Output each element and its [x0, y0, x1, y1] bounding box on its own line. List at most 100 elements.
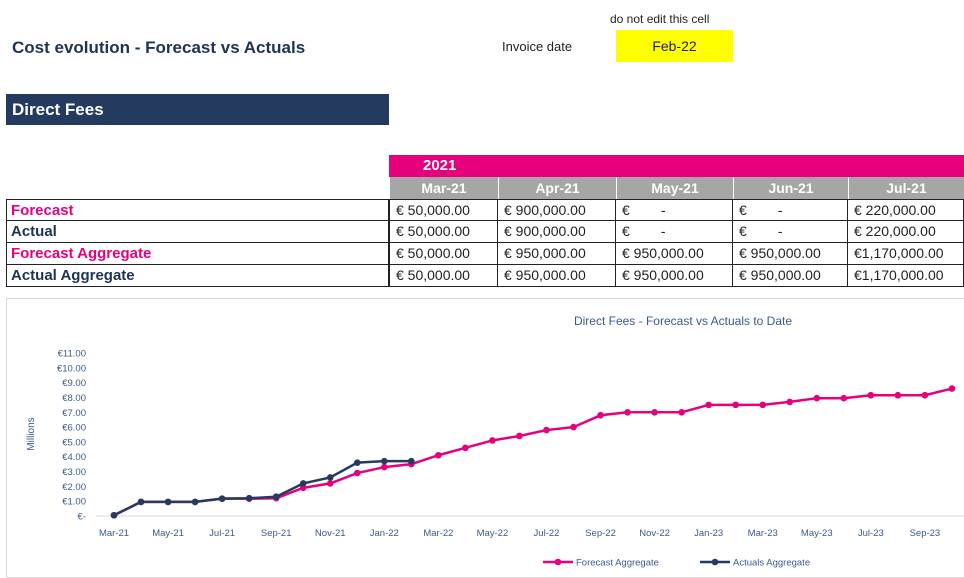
y-tick-label: €4.00 [62, 452, 86, 463]
table-cell: € 900,000.00 [498, 199, 616, 221]
data-point [326, 474, 334, 481]
row-label: Forecast Aggregate [6, 243, 389, 265]
data-point [299, 480, 307, 487]
x-tick-label: Nov-22 [639, 528, 670, 539]
data-point [813, 394, 821, 402]
data-point [218, 495, 226, 502]
legend-marker [554, 558, 562, 566]
y-tick-label: €2.00 [62, 482, 86, 493]
table-cell: € 50,000.00 [389, 221, 498, 243]
y-tick-label: €6.00 [62, 423, 86, 434]
data-point [516, 432, 523, 440]
x-tick-label: Jul-21 [209, 528, 235, 539]
data-point [840, 394, 848, 402]
data-point [272, 493, 280, 501]
data-point [381, 457, 388, 465]
month-header: Jun-21 [733, 177, 848, 199]
table-cell: € 900,000.00 [498, 221, 616, 243]
month-header: Jul-21 [848, 177, 964, 199]
chart-title: Direct Fees - Forecast vs Actuals to Dat… [574, 314, 792, 328]
data-point [353, 469, 361, 477]
month-header: May-21 [616, 177, 733, 199]
x-tick-label: Jul-23 [858, 528, 884, 539]
x-tick-label: Sep-21 [261, 528, 292, 539]
data-point [651, 408, 658, 416]
data-point [137, 498, 145, 506]
row-label: Actual Aggregate [6, 265, 389, 287]
y-tick-label: €7.00 [62, 408, 86, 419]
data-point [191, 498, 199, 506]
page-title: Cost evolution - Forecast vs Actuals [12, 38, 306, 57]
y-tick-label: €11.00 [58, 349, 86, 360]
y-axis-label: Millions [26, 417, 37, 450]
legend-marker [711, 558, 719, 566]
year-header: 2021 [389, 155, 964, 177]
y-tick-label: €- [78, 512, 86, 523]
y-tick-label: €8.00 [62, 393, 86, 404]
y-tick-label: €1.00 [62, 497, 86, 508]
x-tick-label: Mar-21 [99, 528, 129, 539]
table-cell: € 50,000.00 [389, 243, 498, 265]
data-point [245, 494, 253, 502]
data-point [732, 401, 739, 409]
data-point [759, 401, 767, 409]
table-cell: € 950,000.00 [616, 265, 733, 287]
table-cell: € 220,000.00 [848, 221, 964, 243]
data-point [353, 459, 361, 466]
month-header: Mar-21 [389, 177, 498, 199]
data-point [462, 444, 469, 452]
table-cell: € 50,000.00 [389, 199, 498, 221]
x-tick-label: May-21 [152, 528, 184, 539]
data-point [678, 408, 685, 416]
data-point [408, 457, 415, 465]
data-point [489, 437, 496, 444]
data-point [786, 398, 794, 406]
table-cell: € - [733, 221, 848, 243]
table-cell: € - [733, 199, 848, 221]
table-cell: € - [616, 221, 733, 243]
note: do not edit this cell [610, 12, 710, 26]
x-tick-label: Jan-22 [370, 528, 399, 539]
month-header: Apr-21 [498, 177, 616, 199]
data-point [948, 385, 956, 392]
legend-label: Forecast Aggregate [576, 558, 659, 569]
x-tick-label: May-23 [801, 528, 833, 539]
table-cell: € 950,000.00 [733, 243, 848, 265]
y-tick-label: €5.00 [62, 437, 86, 448]
data-point [570, 423, 577, 431]
x-tick-label: May-22 [477, 528, 509, 539]
y-tick-label: €10.00 [57, 363, 86, 374]
invoice-label: Invoice date [502, 39, 573, 54]
table-cell: € 950,000.00 [498, 243, 616, 265]
x-tick-label: Jan-23 [694, 528, 723, 539]
x-tick-label: Nov-21 [315, 528, 346, 539]
data-point [597, 411, 604, 419]
x-tick-label: Mar-22 [423, 528, 453, 539]
data-point [867, 391, 875, 399]
table-cell: € 950,000.00 [498, 265, 616, 287]
chart: Direct Fees - Forecast vs Actuals to Dat… [6, 298, 964, 578]
x-tick-label: Sep-22 [585, 528, 616, 539]
table-cell: €1,170,000.00 [848, 265, 964, 287]
data-point [894, 391, 902, 399]
data-point [921, 391, 929, 399]
invoice-date[interactable]: Feb-22 [616, 30, 733, 62]
data-point [110, 511, 118, 519]
row-label: Actual [6, 221, 389, 243]
table-cell: € 50,000.00 [389, 265, 498, 287]
data-point [624, 408, 631, 416]
x-tick-label: Jul-22 [534, 528, 560, 539]
data-point [435, 451, 442, 459]
table-cell: € 950,000.00 [733, 265, 848, 287]
table-cell: € 950,000.00 [616, 243, 733, 265]
legend-label: Actuals Aggregate [733, 558, 810, 569]
y-tick-label: €3.00 [62, 467, 86, 478]
data-point [705, 401, 712, 409]
section-header: Direct Fees [6, 94, 389, 125]
table-cell: € - [616, 199, 733, 221]
data-point [326, 480, 334, 487]
series-line [113, 459, 412, 517]
data-point [164, 498, 172, 506]
row-label: Forecast [6, 199, 389, 221]
